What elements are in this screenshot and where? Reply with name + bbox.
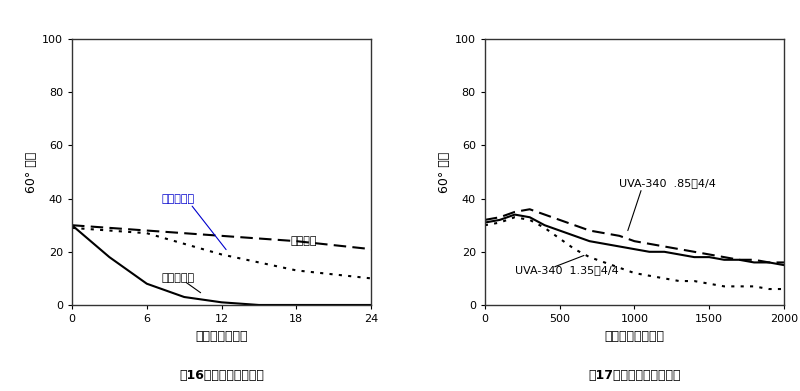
Text: 图16－聚酯、户外老化: 图16－聚酯、户外老化 bbox=[179, 369, 264, 382]
Text: 图17－聚酯、实验室老化: 图17－聚酯、实验室老化 bbox=[588, 369, 681, 382]
Text: 俄亥俄州: 俄亥俄州 bbox=[290, 236, 317, 246]
Text: UVA-340  .85，4/4: UVA-340 .85，4/4 bbox=[619, 178, 716, 188]
Y-axis label: 60° 光泽: 60° 光泽 bbox=[438, 151, 450, 193]
X-axis label: 曝晒时间（小时）: 曝晒时间（小时） bbox=[605, 330, 665, 343]
Text: 佛罗里达州: 佛罗里达州 bbox=[162, 194, 195, 204]
X-axis label: 曝晒时间（月）: 曝晒时间（月） bbox=[195, 330, 248, 343]
Y-axis label: 60° 光泽: 60° 光泽 bbox=[25, 151, 38, 193]
Text: UVA-340  1.35，4/4: UVA-340 1.35，4/4 bbox=[514, 265, 618, 275]
Text: 亚利桑那州: 亚利桑那州 bbox=[162, 273, 195, 283]
